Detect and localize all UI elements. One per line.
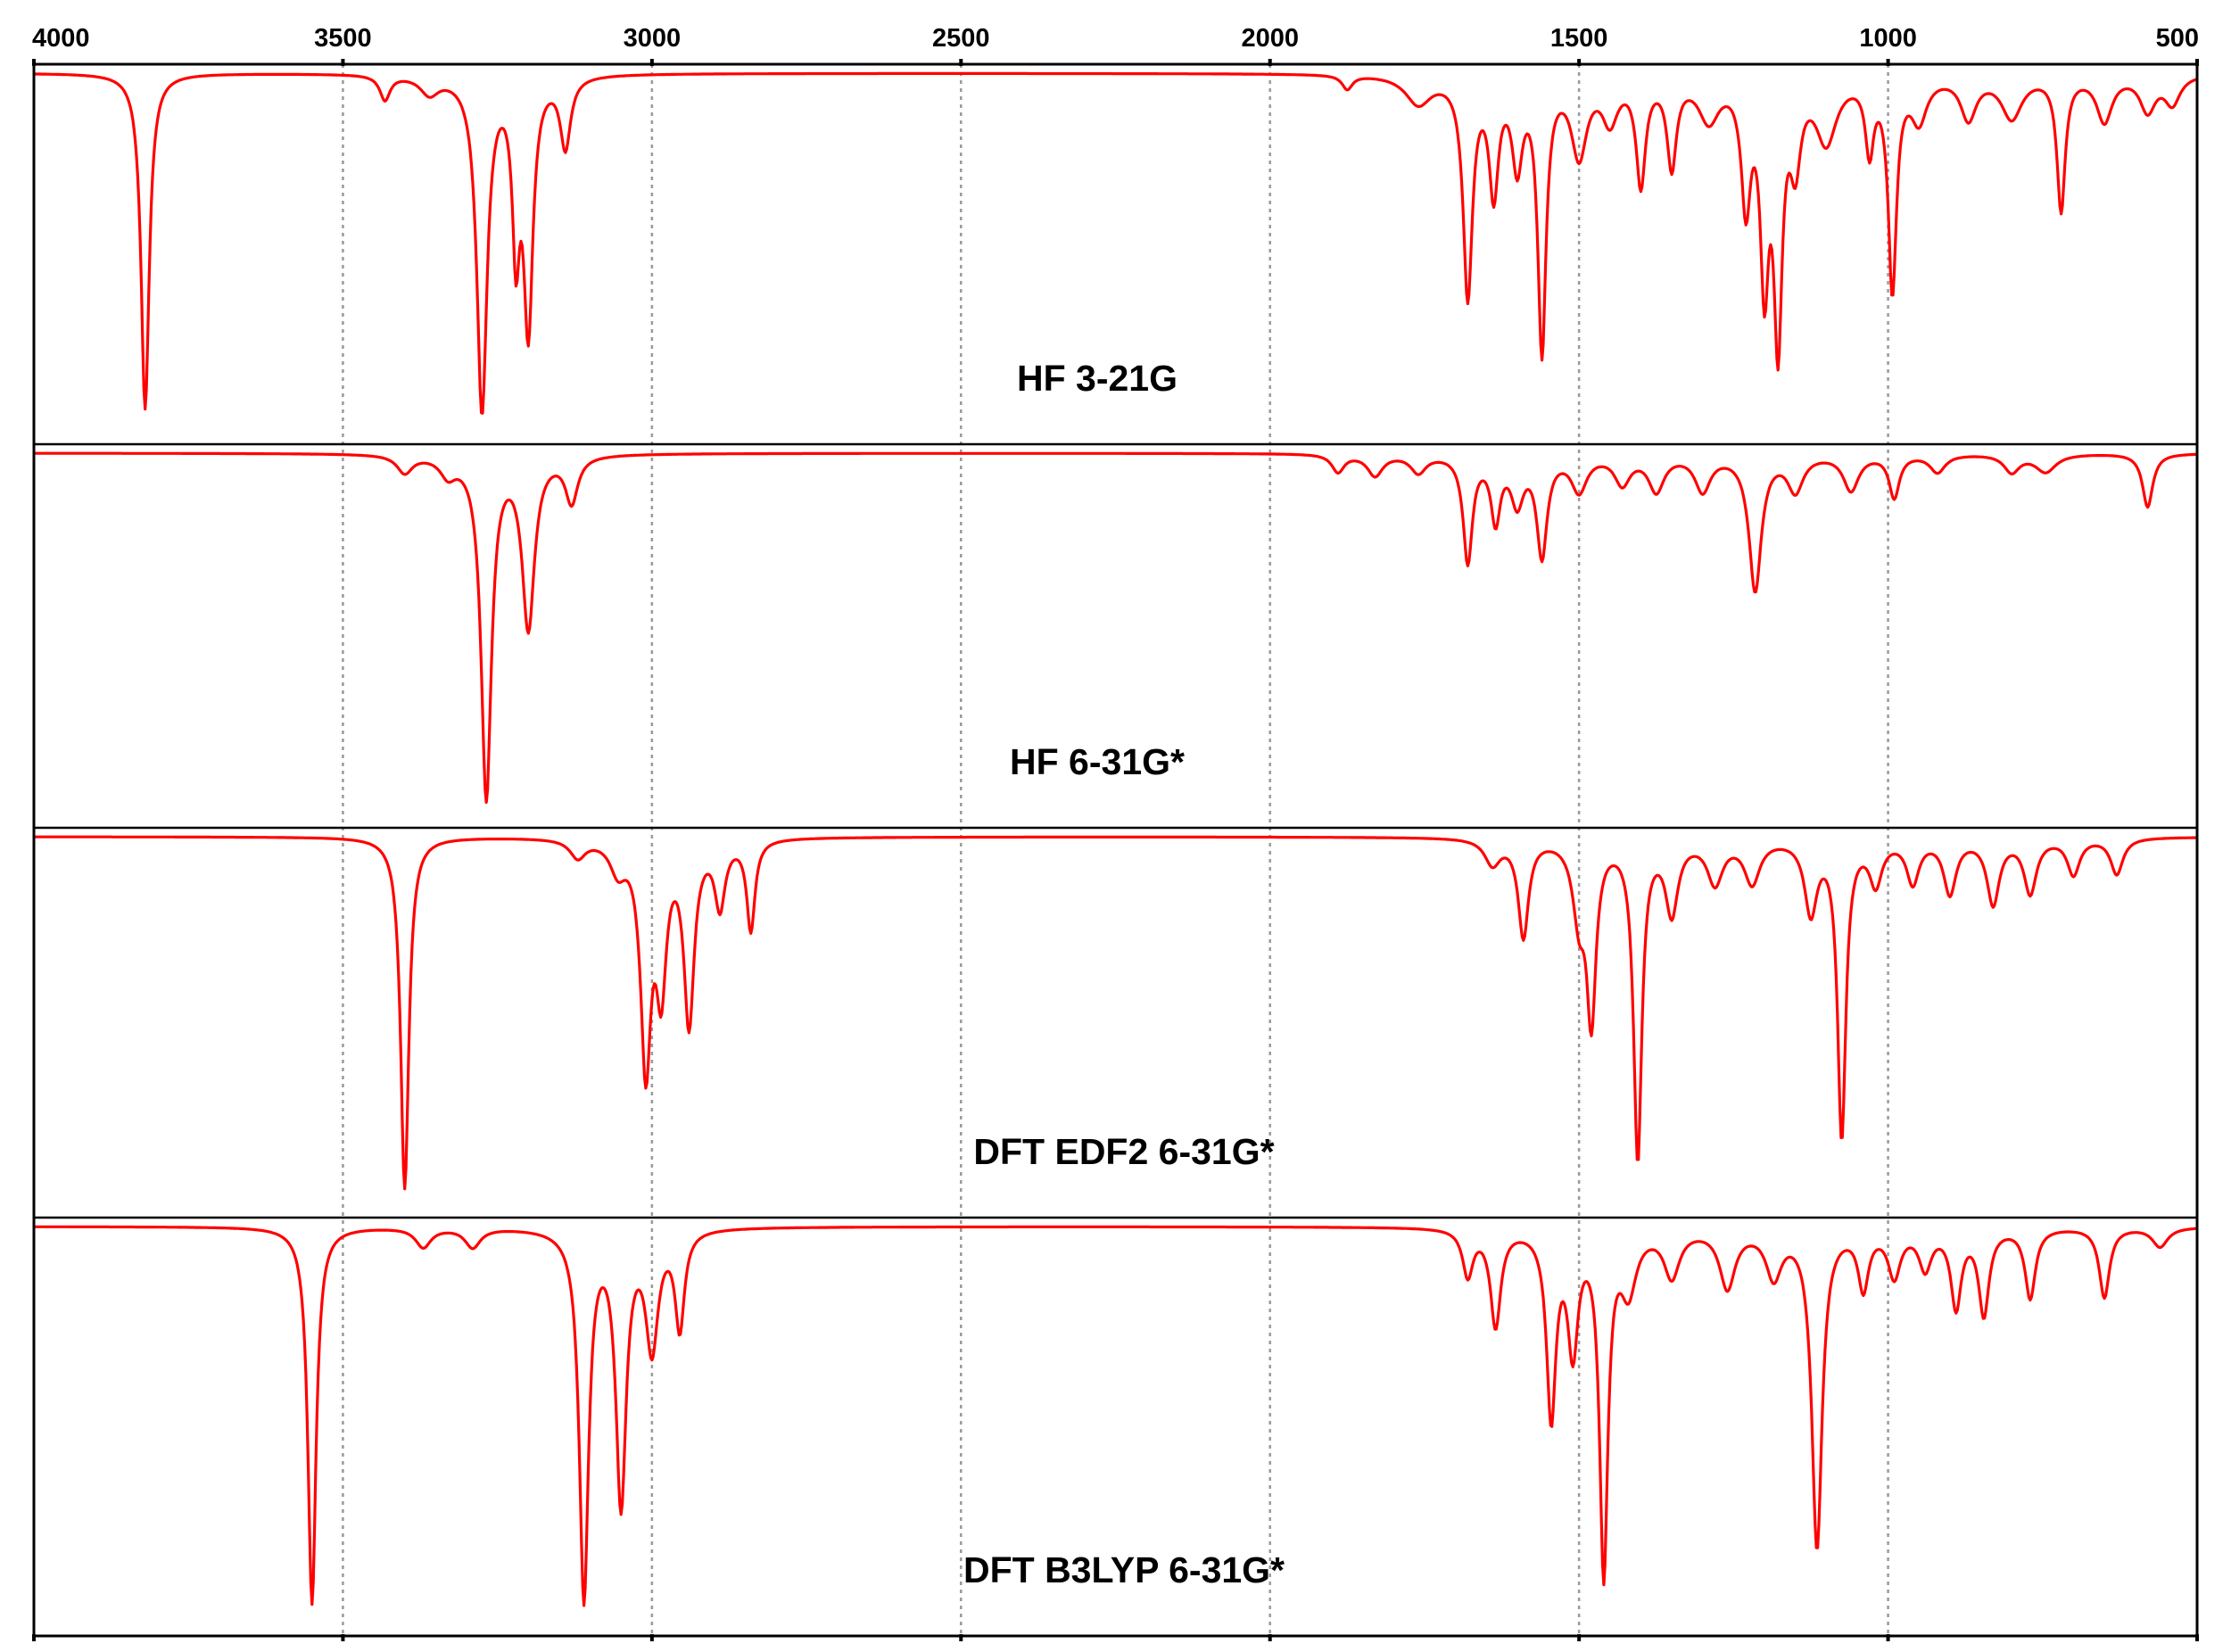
panel-label: DFT B3LYP 6-31G*	[963, 1549, 1285, 1590]
x-tick-label: 2500	[932, 24, 990, 53]
spectrum-trace	[33, 835, 2198, 1191]
spectrum-trace	[33, 71, 2198, 415]
x-tick-label: 2000	[1241, 24, 1299, 53]
x-tick-label: 3500	[314, 24, 372, 53]
tick-mark	[1268, 59, 1272, 66]
panel-label: DFT EDF2 6-31G*	[973, 1131, 1274, 1172]
tick-mark	[959, 59, 963, 66]
tick-mark	[649, 59, 654, 66]
tick-mark	[649, 1634, 654, 1641]
vertical-grid-lines	[342, 64, 1889, 1636]
tick-mark	[2195, 59, 2199, 66]
panel-labels: HF 3-21G HF 6-31G* DFT EDF2 6-31G* DFT B3LY…	[963, 358, 1285, 1590]
panel-label: HF 3-21G	[1017, 358, 1177, 399]
tick-mark	[341, 1634, 345, 1641]
x-tick-label: 4000	[32, 24, 90, 53]
chart-frame	[32, 62, 2199, 1638]
x-tick-label: 1500	[1550, 24, 1608, 53]
spectrum-trace	[33, 451, 2198, 805]
x-tick-label: 1000	[1859, 24, 1917, 53]
x-tick-label: 500	[2156, 24, 2199, 53]
tick-mark	[1577, 59, 1582, 66]
tick-mark	[341, 59, 345, 66]
tick-mark	[1577, 1634, 1582, 1641]
tick-mark	[959, 1634, 963, 1641]
tick-mark	[1268, 1634, 1272, 1641]
tick-mark	[32, 1634, 36, 1641]
tick-mark	[32, 59, 36, 66]
plot-border	[32, 62, 2199, 1638]
panel-label: HF 6-31G*	[1010, 741, 1185, 782]
x-axis-ticks: 4000 3500 3000 2500 2000 1500 1000 500	[32, 24, 2199, 1641]
x-tick-label: 3000	[624, 24, 682, 53]
tick-mark	[1886, 59, 1890, 66]
tick-mark	[2195, 1634, 2199, 1641]
spectrum-traces	[33, 71, 2198, 1607]
spectrum-trace	[33, 1225, 2198, 1607]
tick-mark	[1886, 1634, 1890, 1641]
